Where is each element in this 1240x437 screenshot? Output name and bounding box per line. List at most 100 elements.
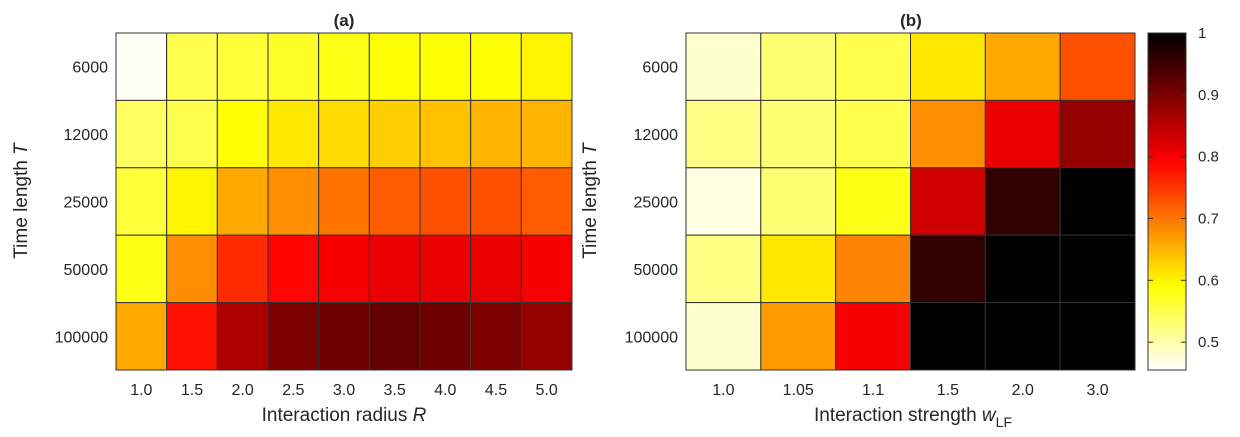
heatmap-cell: [419, 167, 472, 236]
x-tick-labels-b: 1.0 1.05 1.1 1.5 2.0 3.0: [712, 382, 1109, 399]
heatmap-cell: [216, 99, 269, 169]
heatmap-cell: [368, 32, 421, 101]
x-axis-label-b: Interaction strength wLF: [814, 405, 1012, 430]
heatmap-cell: [760, 234, 837, 304]
y-tick-labels-b: 6000 12000 25000 50000 100000: [625, 60, 678, 347]
y-tick-label: 25000: [634, 195, 679, 212]
heatmap-cell: [368, 167, 421, 236]
heatmap-cell: [115, 302, 168, 371]
heatmap-cell: [419, 99, 472, 169]
heatmap-cell: [216, 234, 269, 304]
colorbar-gradient: [1147, 32, 1187, 371]
panel-a-frame: [115, 32, 573, 371]
heatmap-cell: [318, 302, 370, 371]
heatmap-cell: [685, 302, 762, 371]
heatmap-cell: [685, 32, 762, 101]
heatmap-cell: [216, 167, 269, 236]
heatmap-cell: [520, 234, 573, 304]
x-tick-label: 2.0: [232, 382, 254, 399]
heatmap-cell: [984, 167, 1061, 236]
heatmap-cell: [520, 167, 573, 236]
heatmap-cell: [166, 32, 218, 101]
heatmap-cell: [166, 167, 218, 236]
heatmap-cell: [166, 99, 218, 169]
colorbar-tick-label: 1: [1198, 25, 1206, 42]
y-tick-label: 6000: [72, 60, 108, 77]
y-axis-label-b: Time length T: [580, 142, 601, 259]
heatmap-panel-b: (b) 1.0 1.05 1.1 1.5 2.0 3.0 6000 12000 25000 50…: [580, 11, 1136, 430]
heatmap-cell: [470, 234, 522, 304]
y-tick-label: 12000: [634, 127, 679, 144]
heatmap-cell: [984, 32, 1061, 101]
x-tick-labels-a: 1.0 1.5 2.0 2.5 3.0 3.5 4.0 4.5 5.0: [130, 382, 558, 399]
heatmap-cell: [910, 99, 986, 169]
heatmap-cell: [1059, 167, 1136, 236]
heatmap-cell: [419, 302, 472, 371]
x-tick-label: 3.5: [384, 382, 406, 399]
panel-b-frame: [685, 32, 1136, 371]
y-axis-label-a: Time length T: [11, 142, 32, 259]
heatmap-cell: [267, 99, 320, 169]
y-tick-label: 100000: [625, 329, 678, 346]
x-tick-label: 2.5: [282, 382, 304, 399]
heatmap-cell: [835, 302, 912, 371]
heatmap-cell: [267, 167, 320, 236]
heatmap-cell: [115, 167, 168, 236]
x-tick-label: 1.05: [783, 382, 814, 399]
x-tick-label: 1.0: [712, 382, 734, 399]
y-tick-label: 6000: [642, 60, 678, 77]
heatmap-cell: [835, 32, 912, 101]
heatmap-cell: [166, 302, 218, 371]
heatmap-cell: [216, 302, 269, 371]
x-tick-label: 4.5: [485, 382, 507, 399]
y-tick-label: 100000: [55, 329, 108, 346]
heatmap-cell: [984, 99, 1061, 169]
heatmap-cell: [368, 302, 421, 371]
colorbar-tick-labels: 0.5 0.6 0.7 0.8 0.9 1: [1148, 25, 1219, 351]
x-tick-label: 1.5: [181, 382, 203, 399]
heatmap-cell: [267, 234, 320, 304]
heatmap-cell: [115, 99, 168, 169]
heatmap-cell: [1059, 234, 1136, 304]
x-tick-label: 1.5: [937, 382, 959, 399]
x-tick-label: 1.1: [862, 382, 884, 399]
heatmap-cell: [910, 302, 986, 371]
panel-b-title: (b): [900, 11, 922, 30]
heatmap-cell: [115, 32, 168, 101]
colorbar-tick-label: 0.5: [1198, 334, 1219, 351]
colorbar: 0.5 0.6 0.7 0.8 0.9 1: [1147, 25, 1219, 371]
heatmap-cell: [368, 99, 421, 169]
heatmap-cell: [520, 32, 573, 101]
heatmap-cell: [520, 302, 573, 371]
heatmap-cell: [984, 302, 1061, 371]
heatmap-cell: [760, 167, 837, 236]
x-tick-label: 4.0: [434, 382, 456, 399]
heatmap-cell: [368, 234, 421, 304]
x-tick-label: 5.0: [536, 382, 558, 399]
x-axis-label-a: Interaction radius R: [262, 405, 427, 426]
heatmap-cell: [984, 234, 1061, 304]
colorbar-tick-label: 0.8: [1198, 149, 1219, 166]
heatmap-cell: [318, 99, 370, 169]
heatmap-cell: [1059, 32, 1136, 101]
heatmap-cell: [470, 302, 522, 371]
heatmap-cell: [470, 99, 522, 169]
heatmap-cell: [267, 302, 320, 371]
colorbar-tick-label: 0.9: [1198, 87, 1219, 104]
heatmap-cell: [419, 32, 472, 101]
heatmap-cell: [760, 32, 837, 101]
colorbar-tick-label: 0.6: [1198, 272, 1219, 289]
heatmap-cell: [1059, 302, 1136, 371]
y-tick-labels-a: 6000 12000 25000 50000 100000: [55, 60, 108, 347]
heatmap-cell: [470, 167, 522, 236]
heatmap-cell: [318, 32, 370, 101]
heatmap-cell: [166, 234, 218, 304]
heatmap-panel-a: (a) 1.0 1.5 2.0 2.5 3.0 3.5 4.0 4.5 5.0 6000 1200…: [11, 11, 573, 426]
heatmap-cell: [216, 32, 269, 101]
heatmap-cell: [318, 234, 370, 304]
x-tick-label: 2.0: [1012, 382, 1034, 399]
x-tick-label: 1.0: [130, 382, 152, 399]
heatmap-cell: [115, 234, 168, 304]
heatmap-cell: [760, 99, 837, 169]
